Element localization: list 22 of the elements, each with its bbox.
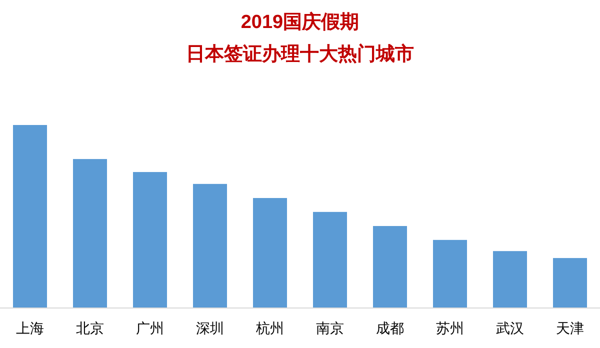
bar [493,251,527,308]
x-tick-label: 武汉 [496,320,524,336]
bar [193,184,227,308]
x-tick-label: 深圳 [196,320,224,336]
bar [373,226,407,308]
x-tick-label: 天津 [556,320,584,336]
x-tick-label: 南京 [316,320,344,336]
bar [133,172,167,308]
x-tick-label: 北京 [76,320,104,336]
chart-title: 2019国庆假期 [240,11,360,33]
x-tick-label: 杭州 [255,320,284,336]
x-tick-label: 苏州 [436,320,464,336]
x-tick-label: 上海 [16,320,44,336]
bar [73,159,107,308]
bar [313,212,347,308]
x-tick-label: 广州 [136,320,164,336]
chart-subtitle: 日本签证办理十大热门城市 [186,43,414,65]
bar [433,240,467,308]
x-tick-label: 成都 [376,320,404,336]
bar [253,198,287,308]
bar [13,125,47,308]
bar [553,258,587,308]
